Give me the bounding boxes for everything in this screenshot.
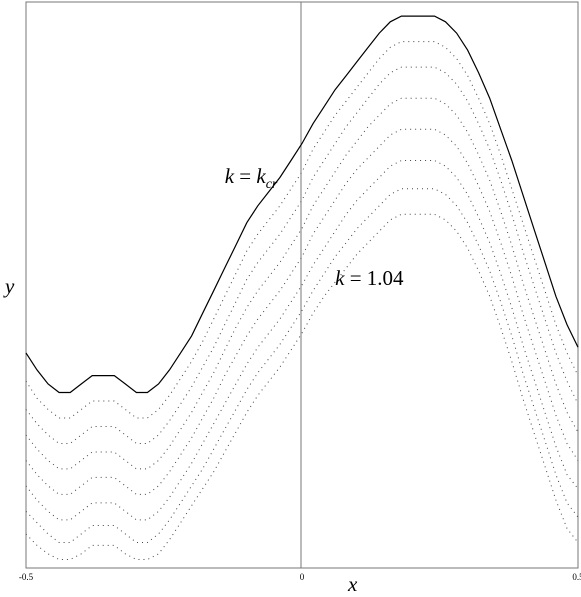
x-tick-labels: -0.5 0 0.5 [19,572,581,582]
x-tick-label: -0.5 [19,572,34,582]
curves-group [25,15,579,560]
x-tick-label: 0.5 [572,572,581,582]
series-line-5 [25,160,579,521]
series-line-4 [25,128,579,495]
series-line-6 [25,188,579,543]
x-axis-label: x [347,572,358,596]
annotations: k = kcr k = 1.04 [225,164,404,290]
series-line-7 [25,213,579,560]
x-tick-label: 0 [300,572,305,582]
series-line-critical [25,15,579,394]
series-line-1 [25,41,579,419]
annotation-0: k = kcr [225,164,278,192]
series-line-2 [25,66,579,444]
series-line-3 [25,97,579,470]
annotation-1: k = 1.04 [335,266,404,290]
y-axis-label: y [3,274,15,298]
plot-frame [25,1,579,569]
